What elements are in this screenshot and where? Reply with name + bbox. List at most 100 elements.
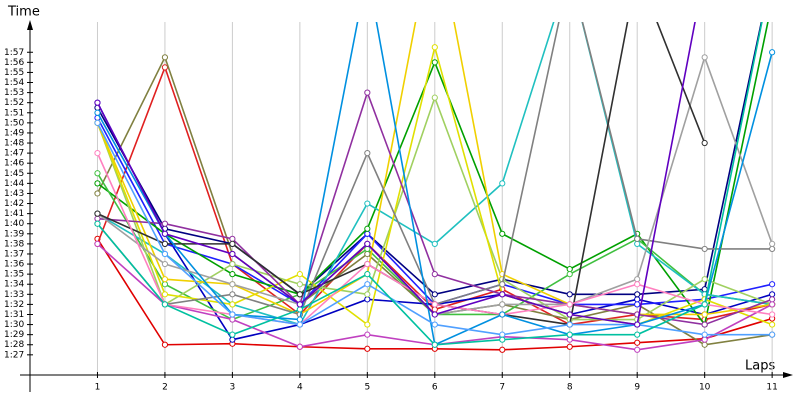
point [229, 291, 236, 298]
point [431, 240, 438, 247]
y-tick-label: 1:39 [4, 229, 24, 239]
point [364, 291, 371, 298]
point [499, 311, 506, 318]
y-tick-label: 1:29 [4, 330, 24, 340]
point [566, 321, 573, 328]
point [296, 306, 303, 313]
point [634, 240, 641, 247]
y-tick-label: 1:41 [4, 209, 24, 219]
point [701, 311, 708, 318]
point [701, 286, 708, 293]
point [364, 150, 371, 157]
y-tick-label: 1:36 [4, 260, 24, 270]
point [94, 119, 101, 126]
x-tick-label: 4 [297, 383, 303, 393]
point [296, 291, 303, 298]
point [701, 54, 708, 61]
x-tick-label: 11 [766, 383, 777, 393]
point [296, 281, 303, 288]
point [296, 343, 303, 350]
point [229, 260, 236, 268]
point [94, 170, 101, 177]
point [566, 271, 573, 278]
y-tick-label: 1:30 [4, 320, 24, 330]
point [770, 0, 775, 4]
point [161, 260, 169, 268]
y-tick-label: 1:55 [4, 68, 24, 78]
point [701, 301, 708, 308]
y-tick-label: 1:44 [4, 179, 24, 189]
point [161, 240, 169, 247]
point [229, 301, 236, 308]
y-axis-arrow [27, 20, 33, 30]
point [94, 240, 101, 247]
point [431, 301, 438, 308]
point [94, 150, 101, 157]
point [499, 230, 506, 237]
point [161, 281, 169, 288]
point [229, 250, 236, 258]
point [364, 89, 371, 96]
y-tick-label: 1:48 [4, 139, 24, 149]
point [566, 343, 573, 350]
point [229, 336, 236, 343]
point [499, 336, 506, 343]
y-tick-label: 1:49 [4, 128, 24, 138]
point [769, 321, 776, 328]
point [94, 190, 101, 197]
series-line [96, 22, 773, 316]
y-tick-label: 1:37 [4, 249, 24, 259]
x-tick-label: 2 [162, 383, 168, 393]
point [229, 281, 236, 288]
point [364, 200, 371, 207]
y-tick-label: 1:40 [4, 219, 24, 229]
y-tick-label: 1:32 [4, 300, 24, 310]
y-tick-label: 1:43 [4, 189, 24, 199]
point [364, 240, 371, 247]
point [634, 339, 641, 346]
y-tick-label: 1:34 [4, 280, 24, 290]
point [431, 341, 438, 348]
point [94, 99, 101, 106]
y-tick-label: 1:45 [4, 169, 24, 179]
y-tick-label: 1:53 [4, 88, 24, 98]
point [566, 331, 573, 338]
point [769, 240, 776, 247]
point [499, 180, 506, 187]
point [769, 49, 776, 56]
point [364, 296, 371, 303]
point [364, 321, 371, 328]
point [634, 321, 641, 328]
point [769, 245, 776, 253]
x-tick-label: 10 [699, 383, 711, 393]
point [161, 341, 169, 348]
point [94, 210, 101, 217]
point [566, 266, 573, 273]
y-tick-label: 1:47 [4, 149, 24, 159]
point [364, 331, 371, 338]
point [769, 311, 776, 318]
point [94, 220, 101, 227]
point [431, 321, 438, 328]
point [431, 291, 438, 298]
y-tick-label: 1:33 [4, 290, 24, 300]
point [431, 306, 438, 313]
y-tick-label: 1:35 [4, 270, 24, 280]
point [701, 336, 708, 343]
point [161, 250, 169, 258]
x-tick-label: 5 [364, 383, 370, 393]
point [431, 59, 438, 66]
y-tick-label: 1:28 [4, 340, 24, 350]
point [229, 331, 236, 338]
point [634, 296, 641, 303]
point [229, 271, 236, 278]
point [634, 331, 641, 338]
point [769, 296, 776, 303]
point [364, 281, 371, 288]
y-tick-label: 1:57 [4, 48, 24, 58]
point [161, 230, 169, 237]
point [161, 54, 169, 61]
point [769, 291, 776, 298]
